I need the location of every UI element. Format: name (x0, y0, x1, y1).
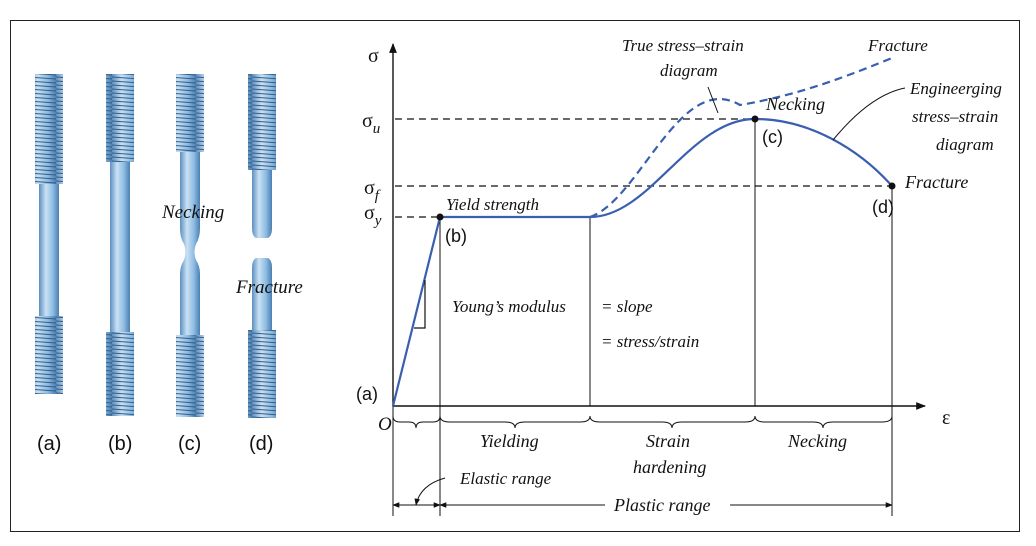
true-stress-strain-curve (589, 56, 893, 219)
specimen-a (35, 74, 63, 394)
engineering-stress-strain-curve (391, 117, 893, 407)
sigma-u-label: σu (362, 110, 380, 137)
elastic-range-label: Elastic range (459, 469, 552, 488)
specimen-c (176, 74, 204, 417)
plastic-range-label: Plastic range (613, 495, 711, 515)
youngs-stress-strain-label: = stress/strain (601, 332, 699, 351)
fracture-eng-label: Fracture (904, 172, 968, 192)
region-strain-label-line2: hardening (633, 457, 706, 477)
slope-triangle (414, 280, 426, 329)
specimen-fracture-label: Fracture (235, 277, 303, 298)
specimen-label-d: (d) (249, 433, 273, 455)
figure-frame (10, 20, 1020, 532)
fracture-point-marker (888, 182, 896, 190)
y-axis-label: σ (368, 45, 379, 67)
specimen-d (248, 74, 276, 418)
eng-curve-label-line1: Engineerging (909, 79, 1002, 98)
sigma-f-label: σf (364, 177, 381, 204)
eng-curve-pointer (832, 87, 906, 141)
specimen-label-c: (c) (178, 433, 201, 455)
brace-elastic (392, 415, 441, 429)
eng-curve-label-line3: diagram (936, 135, 994, 154)
origin-label: O (378, 414, 392, 435)
origin-point-label: (a) (356, 384, 378, 404)
true-curve-pointer (707, 86, 719, 114)
true-curve-label-line2: diagram (660, 61, 718, 80)
region-necking-label: Necking (787, 431, 847, 451)
point-c-label: (c) (762, 127, 783, 147)
region-yielding-label: Yielding (480, 431, 539, 451)
specimen-b (106, 74, 134, 416)
x-axis-label: ε (942, 407, 950, 429)
youngs-slope-label: = slope (601, 297, 653, 316)
region-strain-label-line1: Strain (646, 431, 690, 451)
specimen-label-b: (b) (108, 433, 132, 455)
fracture-true-label: Fracture (867, 36, 928, 55)
sigma-y-label: σy (364, 202, 382, 229)
point-d-label: (d) (872, 197, 894, 217)
point-b-label: (b) (445, 226, 467, 246)
ultimate-point-marker (751, 115, 759, 123)
brace-necking (754, 415, 893, 429)
brace-strain-hardening (589, 415, 756, 429)
eng-curve-label-line2: stress–strain (912, 107, 998, 126)
true-curve-label-line1: True stress–strain (622, 36, 744, 55)
youngs-modulus-label: Young’s modulus (452, 297, 566, 316)
brace-yielding (439, 415, 591, 429)
specimen-label-a: (a) (37, 433, 61, 455)
yield-strength-label: Yield strength (446, 195, 539, 214)
specimen-necking-label: Necking (161, 202, 224, 223)
necking-point-label: Necking (765, 94, 825, 114)
elastic-range-pointer (414, 477, 446, 506)
yield-point-marker (436, 213, 444, 221)
